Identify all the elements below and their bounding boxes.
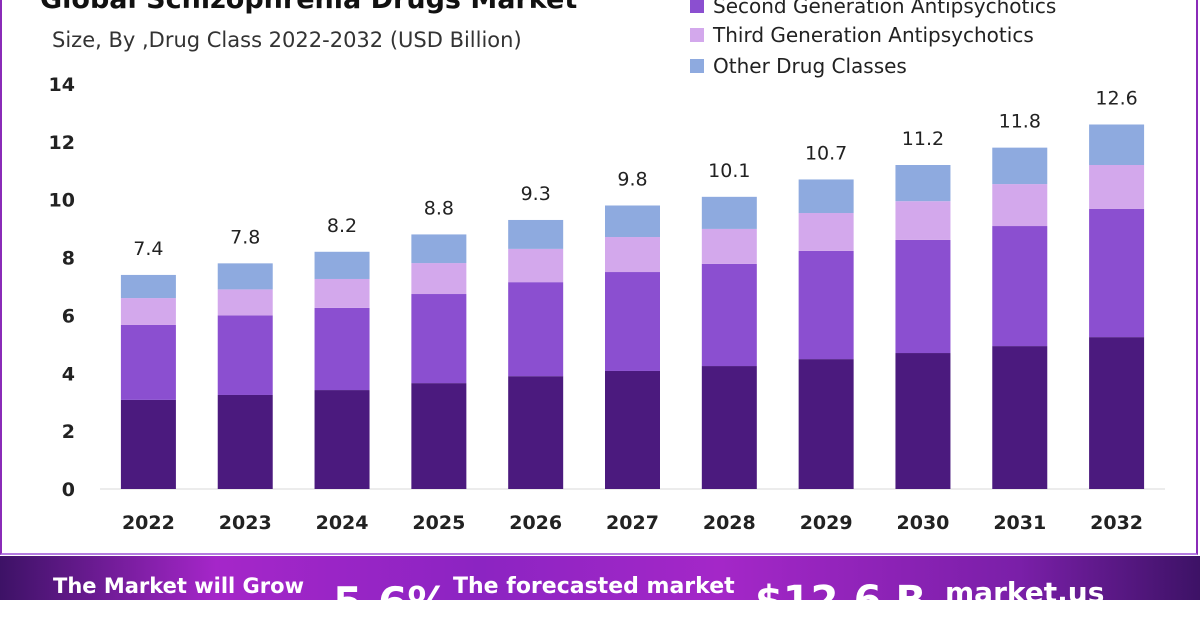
bar-segment-2028-s1	[701, 263, 757, 367]
bar-segment-2025-s2	[411, 263, 467, 295]
bar-segment-2031-s0	[992, 346, 1048, 489]
bar-segment-2024-s3	[314, 251, 370, 279]
y-tick-label: 10	[49, 190, 75, 212]
chart-title: Global Schizophrenia Drugs Market	[40, 0, 577, 15]
total-label: 9.8	[617, 169, 647, 191]
chart-frame	[0, 0, 1198, 555]
x-tick-label: 2028	[703, 512, 756, 534]
bar-segment-2025-s3	[411, 234, 467, 264]
bar-segment-2029-s2	[798, 213, 854, 251]
bar-segment-2024-s2	[314, 278, 370, 308]
total-label: 7.4	[133, 238, 163, 260]
bar-segment-2022-s0	[120, 399, 176, 489]
cagr-value: 5.6%	[333, 578, 450, 627]
bar-segment-2026-s0	[508, 376, 564, 489]
total-label: 11.8	[999, 111, 1041, 133]
bar-segment-2028-s2	[701, 228, 757, 264]
bar-segment-2026-s1	[508, 282, 564, 377]
grow-text: The Market will Grow	[53, 574, 304, 598]
footer-banner: The Market will Grow 5.6% The forecasted…	[0, 556, 1200, 627]
x-tick-label: 2025	[412, 512, 465, 534]
legend-item-second-gen: Second Generation Antipsychotics	[690, 0, 1056, 18]
bar-segment-2027-s1	[605, 272, 660, 371]
legend-item-other: Other Drug Classes	[690, 54, 907, 78]
bar-segment-2024-s1	[314, 307, 370, 391]
bar-segment-2028-s3	[701, 196, 757, 229]
bar-segment-2023-s1	[217, 315, 273, 395]
x-tick-label: 2024	[316, 512, 369, 534]
bar-segment-2022-s3	[120, 274, 176, 299]
total-label: 12.6	[1095, 88, 1137, 110]
bar-segment-2030-s0	[895, 353, 951, 489]
bar-segment-2028-s0	[701, 366, 757, 489]
bar-segment-2030-s1	[895, 239, 951, 354]
bar-segment-2022-s2	[120, 298, 176, 325]
bar-segment-2026-s3	[508, 219, 564, 249]
total-label: 10.1	[708, 160, 750, 182]
bar-segment-2023-s2	[217, 289, 273, 316]
y-tick-label: 0	[62, 479, 75, 501]
total-label: 8.2	[327, 215, 357, 237]
bar-segment-2030-s2	[895, 201, 951, 240]
bar-segment-2032-s0	[1089, 337, 1145, 489]
bar-segment-2025-s1	[411, 294, 467, 384]
bar-segment-2027-s2	[605, 237, 660, 273]
y-tick-label: 6	[62, 305, 75, 327]
y-tick-label: 2	[62, 421, 75, 443]
x-tick-label: 2022	[122, 512, 175, 534]
total-label: 7.8	[230, 226, 260, 248]
bar-segment-2032-s2	[1089, 165, 1145, 209]
legend-label: Third Generation Antipsychotics	[713, 23, 1034, 47]
bar-segment-2029-s1	[798, 250, 854, 360]
y-tick-label: 12	[49, 132, 75, 154]
legend-swatch	[690, 59, 704, 73]
total-label: 10.7	[805, 142, 847, 164]
bar-segment-2031-s3	[992, 147, 1048, 185]
total-label: 9.3	[521, 183, 551, 205]
y-tick-label: 4	[62, 363, 75, 385]
legend-label: Other Drug Classes	[713, 54, 907, 78]
x-tick-label: 2031	[993, 512, 1046, 534]
brand-logo: market.us	[945, 576, 1105, 609]
legend-swatch	[690, 0, 704, 13]
bar-segment-2032-s1	[1089, 208, 1145, 338]
bar-segment-2029-s0	[798, 359, 854, 489]
bar-segment-2025-s0	[411, 383, 467, 489]
bar-segment-2024-s0	[314, 390, 370, 489]
legend-item-third-gen: Third Generation Antipsychotics	[690, 23, 1034, 47]
bar-segment-2023-s3	[217, 263, 273, 290]
x-tick-label: 2023	[219, 512, 272, 534]
bar-segment-2031-s2	[992, 184, 1048, 227]
legend-swatch	[690, 28, 704, 42]
bar-segment-2029-s3	[798, 179, 854, 214]
x-tick-label: 2032	[1090, 512, 1143, 534]
total-label: 8.8	[424, 197, 454, 219]
chart-subtitle: Size, By ,Drug Class 2022-2032 (USD Bill…	[52, 28, 522, 52]
bar-segment-2030-s3	[895, 165, 951, 202]
bar-segment-2031-s1	[992, 226, 1048, 347]
total-label: 11.2	[902, 128, 944, 150]
forecast-value: $12.6 B	[755, 578, 926, 624]
legend-label: Second Generation Antipsychotics	[713, 0, 1057, 18]
x-tick-label: 2026	[509, 512, 562, 534]
bar-segment-2026-s2	[508, 248, 564, 283]
x-tick-label: 2029	[800, 512, 853, 534]
y-tick-label: 14	[49, 74, 75, 96]
bar-segment-2023-s0	[217, 394, 273, 489]
bar-segment-2022-s1	[120, 324, 176, 400]
bar-segment-2032-s3	[1089, 124, 1145, 165]
stacked-bar-chart: 0 2 4 6 8 10 12 14 7.4 2022 7.8 2023 8.2 2024 8.8 2025 9…	[49, 74, 1165, 534]
bar-segment-2027-s0	[605, 370, 660, 489]
bar-segment-2027-s3	[605, 205, 660, 238]
x-tick-label: 2030	[897, 512, 950, 534]
forecast-text: The forecasted market	[453, 574, 735, 599]
y-tick-label: 8	[62, 248, 75, 270]
x-tick-label: 2027	[606, 512, 659, 534]
